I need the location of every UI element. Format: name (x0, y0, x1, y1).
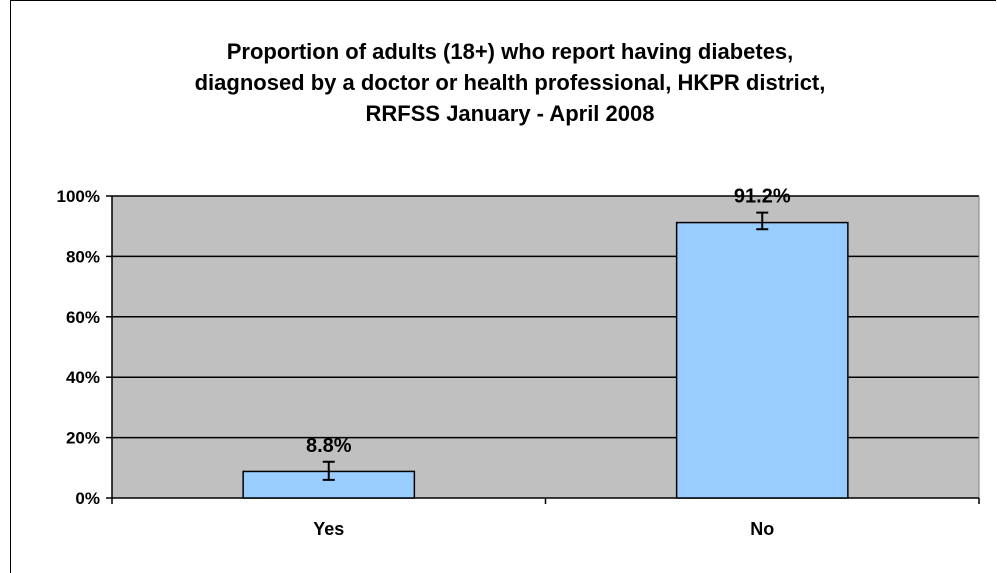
plot-background (112, 196, 979, 498)
chart-title-line-2: diagnosed by a doctor or health professi… (194, 70, 826, 95)
y-tick-label-80: 80% (66, 247, 100, 266)
chart-title-line-3: RRFSS January - April 2008 (365, 101, 655, 126)
y-tick-label-40: 40% (66, 368, 100, 387)
y-tick-label-0: 0% (75, 489, 100, 508)
data-label-no: 91.2% (734, 186, 791, 208)
y-tick-label-60: 60% (66, 308, 100, 327)
data-label-yes: 8.8% (306, 435, 352, 457)
chart-title-line-1: Proportion of adults (18+) who report ha… (226, 39, 794, 64)
y-tick-label-20: 20% (66, 429, 100, 448)
x-tick-label-no: No (750, 519, 774, 539)
y-tick-label-100: 100% (57, 187, 100, 206)
bar-no (675, 221, 849, 499)
chart-title: Proportion of adults (18+) who report ha… (80, 36, 940, 129)
x-tick-label-yes: Yes (313, 519, 344, 539)
